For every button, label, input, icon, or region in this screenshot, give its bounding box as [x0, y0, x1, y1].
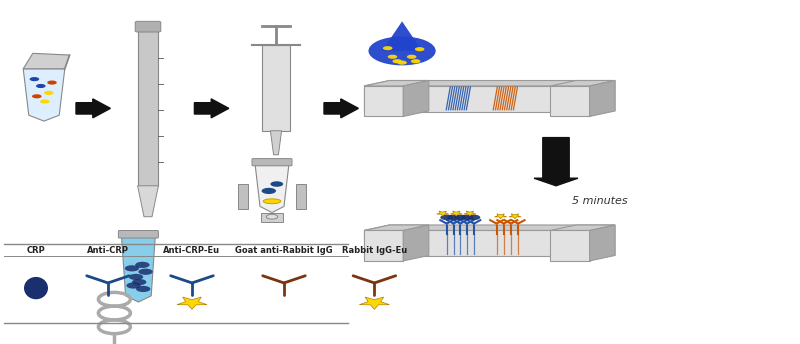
Polygon shape	[138, 31, 158, 186]
Circle shape	[47, 80, 57, 85]
Circle shape	[135, 262, 150, 268]
Circle shape	[369, 36, 436, 65]
Polygon shape	[509, 214, 521, 219]
Circle shape	[40, 99, 50, 104]
Text: Rabbit IgG-Eu: Rabbit IgG-Eu	[342, 246, 407, 255]
Polygon shape	[364, 80, 614, 86]
FancyArrow shape	[76, 99, 110, 118]
Circle shape	[393, 59, 402, 63]
Text: Anti-CRP-Eu: Anti-CRP-Eu	[163, 246, 221, 255]
Polygon shape	[590, 80, 615, 117]
Polygon shape	[550, 86, 590, 117]
Circle shape	[398, 61, 407, 65]
Circle shape	[440, 215, 453, 220]
FancyArrow shape	[324, 99, 358, 118]
Circle shape	[32, 94, 42, 98]
Circle shape	[138, 269, 153, 275]
Polygon shape	[255, 165, 289, 213]
Polygon shape	[364, 225, 429, 230]
Circle shape	[411, 59, 421, 63]
Circle shape	[467, 215, 480, 220]
Text: CRP: CRP	[26, 246, 46, 255]
Polygon shape	[450, 211, 462, 216]
Polygon shape	[122, 237, 155, 302]
Circle shape	[36, 84, 46, 88]
Circle shape	[125, 265, 139, 271]
Circle shape	[44, 91, 54, 95]
Polygon shape	[437, 211, 449, 216]
Text: Goat anti-Rabbit IgG: Goat anti-Rabbit IgG	[235, 246, 333, 255]
Polygon shape	[464, 211, 476, 216]
Circle shape	[461, 215, 474, 220]
Circle shape	[262, 188, 276, 194]
Polygon shape	[238, 184, 248, 209]
Polygon shape	[550, 230, 590, 261]
Circle shape	[266, 214, 278, 219]
Polygon shape	[138, 186, 158, 217]
Circle shape	[388, 55, 398, 59]
Text: 5 minutes: 5 minutes	[572, 196, 628, 206]
Polygon shape	[364, 230, 588, 256]
Polygon shape	[364, 86, 588, 112]
Circle shape	[270, 181, 283, 187]
Ellipse shape	[263, 199, 281, 204]
Polygon shape	[550, 225, 615, 230]
FancyBboxPatch shape	[118, 230, 158, 238]
Polygon shape	[494, 214, 506, 219]
FancyArrow shape	[534, 138, 578, 186]
Ellipse shape	[24, 277, 48, 299]
Circle shape	[30, 77, 39, 81]
Polygon shape	[262, 45, 290, 131]
Text: Anti-CRP: Anti-CRP	[87, 246, 129, 255]
Polygon shape	[364, 225, 614, 230]
Circle shape	[447, 215, 460, 220]
Polygon shape	[364, 230, 403, 261]
Polygon shape	[177, 297, 207, 309]
Polygon shape	[23, 53, 70, 69]
Polygon shape	[261, 213, 283, 222]
Circle shape	[129, 274, 143, 280]
Circle shape	[126, 282, 141, 289]
Circle shape	[383, 46, 393, 50]
Polygon shape	[550, 80, 615, 86]
Polygon shape	[364, 80, 429, 86]
Polygon shape	[23, 69, 65, 121]
Circle shape	[415, 47, 425, 51]
Circle shape	[454, 215, 466, 220]
FancyBboxPatch shape	[252, 159, 292, 166]
Polygon shape	[359, 297, 390, 309]
Polygon shape	[403, 225, 429, 261]
Polygon shape	[588, 225, 614, 256]
Circle shape	[407, 55, 417, 59]
Polygon shape	[382, 21, 422, 51]
Polygon shape	[270, 131, 282, 155]
Polygon shape	[364, 86, 403, 117]
Polygon shape	[296, 184, 306, 209]
FancyArrow shape	[194, 99, 229, 118]
Polygon shape	[403, 80, 429, 117]
Polygon shape	[588, 80, 614, 112]
FancyBboxPatch shape	[135, 21, 161, 32]
Circle shape	[132, 279, 146, 285]
Polygon shape	[590, 225, 615, 261]
Circle shape	[136, 286, 150, 292]
